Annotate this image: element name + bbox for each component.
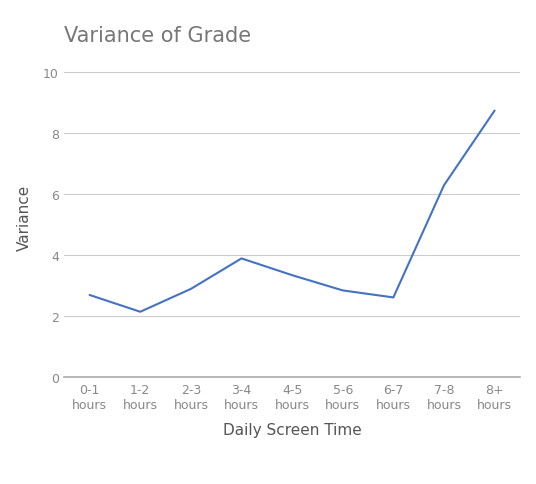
X-axis label: Daily Screen Time: Daily Screen Time bbox=[223, 422, 361, 437]
Text: Variance of Grade: Variance of Grade bbox=[64, 26, 251, 45]
Y-axis label: Variance: Variance bbox=[17, 185, 32, 251]
